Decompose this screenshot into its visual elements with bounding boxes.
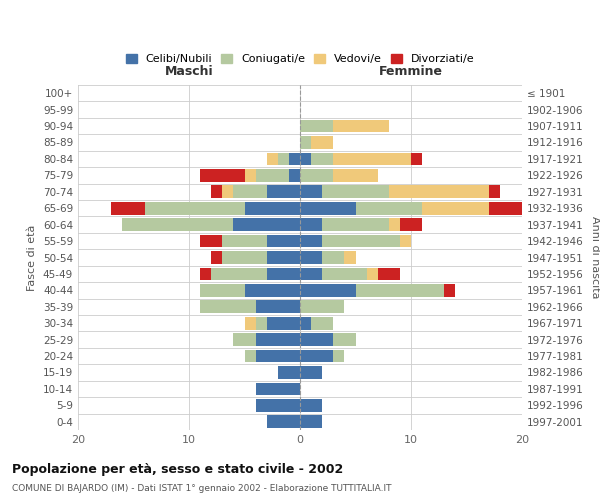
Bar [211,251,222,264]
Bar [256,333,300,346]
Bar [200,268,211,280]
Bar [256,317,266,330]
Bar [300,416,322,428]
Bar [300,284,355,297]
Bar [322,218,389,231]
Bar [122,218,233,231]
Bar [334,169,378,182]
Bar [300,350,334,362]
Bar [266,251,300,264]
Bar [300,300,344,313]
Bar [245,202,300,214]
Bar [245,317,256,330]
Bar [289,152,300,166]
Bar [211,268,266,280]
Bar [300,333,334,346]
Bar [300,234,322,248]
Legend: Celibi/Nubili, Coniugati/e, Vedovi/e, Divorziati/e: Celibi/Nubili, Coniugati/e, Vedovi/e, Di… [121,49,479,68]
Bar [300,399,322,412]
Text: Femmine: Femmine [379,66,443,78]
Bar [300,218,322,231]
Bar [266,152,278,166]
Bar [300,186,322,198]
Bar [278,152,289,166]
Bar [233,333,256,346]
Bar [111,202,145,214]
Bar [233,218,300,231]
Bar [300,251,322,264]
Bar [245,284,300,297]
Bar [300,120,334,132]
Text: Maschi: Maschi [164,66,214,78]
Bar [266,186,300,198]
Bar [411,152,422,166]
Bar [245,169,256,182]
Bar [311,317,334,330]
Bar [300,317,311,330]
Bar [322,251,344,264]
Bar [378,268,400,280]
Bar [300,366,322,379]
Bar [222,234,266,248]
Bar [322,186,389,198]
Bar [200,300,256,313]
Bar [367,268,378,280]
Bar [334,333,355,346]
Bar [444,284,455,297]
Bar [322,234,400,248]
Bar [300,268,322,280]
Bar [489,186,500,198]
Bar [389,186,489,198]
Bar [233,186,266,198]
Bar [266,234,300,248]
Bar [400,234,411,248]
Bar [266,317,300,330]
Bar [334,152,411,166]
Y-axis label: Anni di nascita: Anni di nascita [590,216,600,298]
Bar [256,169,289,182]
Bar [266,416,300,428]
Bar [278,366,300,379]
Bar [334,120,389,132]
Bar [311,136,334,149]
Y-axis label: Fasce di età: Fasce di età [28,224,37,290]
Text: Popolazione per età, sesso e stato civile - 2002: Popolazione per età, sesso e stato civil… [12,462,343,475]
Bar [256,300,300,313]
Bar [400,218,422,231]
Bar [300,169,334,182]
Bar [200,284,245,297]
Bar [311,152,334,166]
Bar [422,202,489,214]
Bar [355,284,444,297]
Bar [300,136,311,149]
Bar [355,202,422,214]
Bar [211,186,222,198]
Bar [256,350,300,362]
Bar [322,268,367,280]
Bar [334,350,344,362]
Bar [489,202,522,214]
Bar [200,234,222,248]
Text: COMUNE DI BAJARDO (IM) - Dati ISTAT 1° gennaio 2002 - Elaborazione TUTTITALIA.IT: COMUNE DI BAJARDO (IM) - Dati ISTAT 1° g… [12,484,392,493]
Bar [256,382,300,396]
Bar [256,399,300,412]
Bar [300,152,311,166]
Bar [300,202,355,214]
Bar [222,186,233,198]
Bar [245,350,256,362]
Bar [389,218,400,231]
Bar [344,251,355,264]
Bar [289,169,300,182]
Bar [145,202,245,214]
Bar [222,251,266,264]
Bar [266,268,300,280]
Bar [200,169,245,182]
